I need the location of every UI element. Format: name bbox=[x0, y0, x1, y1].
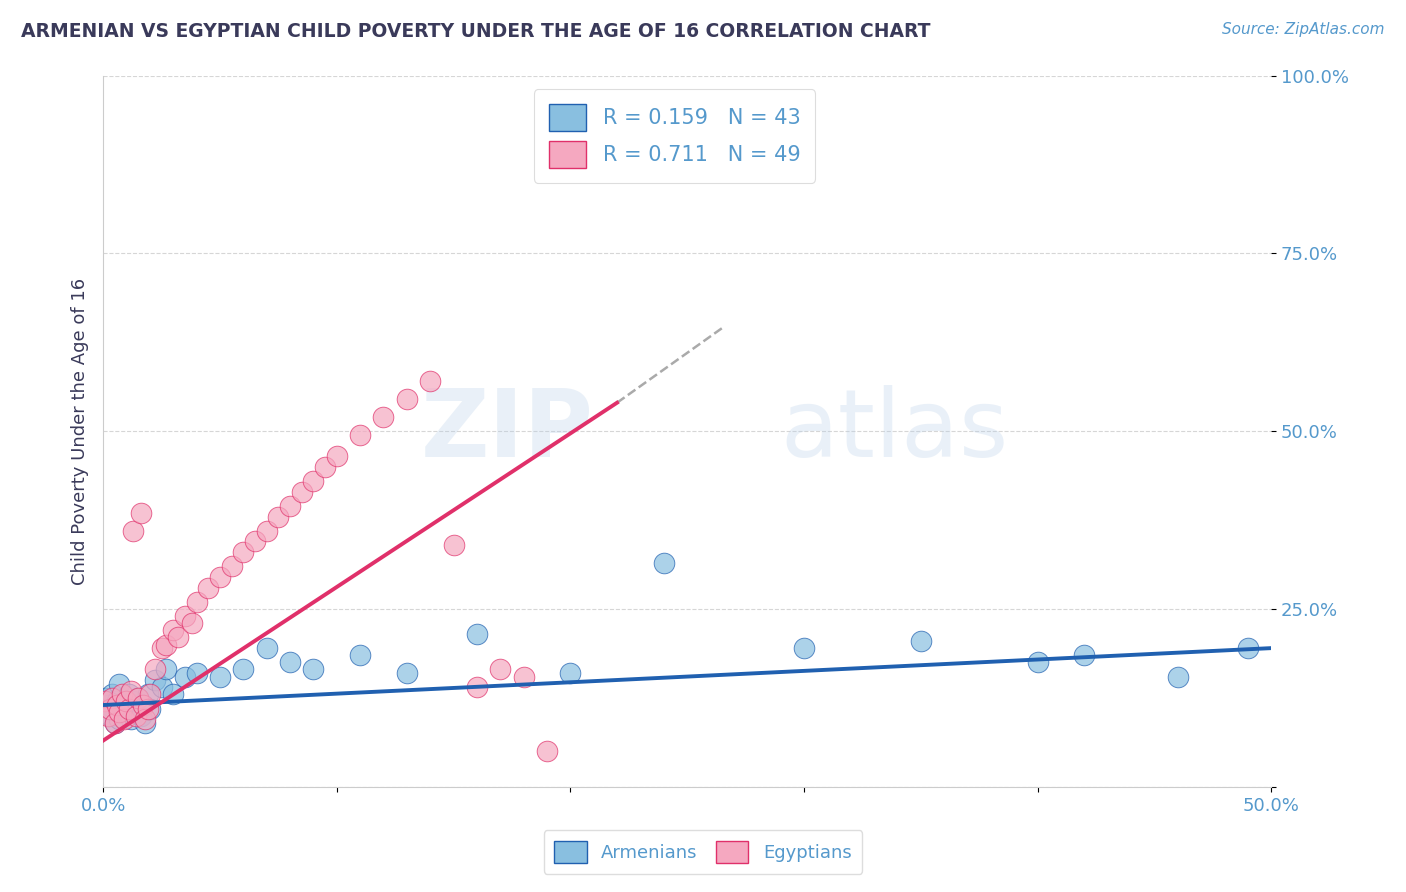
Point bbox=[105, 698, 128, 712]
Point bbox=[136, 687, 159, 701]
Text: ARMENIAN VS EGYPTIAN CHILD POVERTY UNDER THE AGE OF 16 CORRELATION CHART: ARMENIAN VS EGYPTIAN CHILD POVERTY UNDER… bbox=[21, 22, 931, 41]
Point bbox=[108, 705, 131, 719]
Point bbox=[136, 701, 159, 715]
Point bbox=[105, 694, 128, 708]
Point bbox=[256, 524, 278, 538]
Point bbox=[129, 708, 152, 723]
Point bbox=[150, 641, 173, 656]
Point bbox=[120, 712, 142, 726]
Point bbox=[134, 715, 156, 730]
Point bbox=[243, 534, 266, 549]
Point bbox=[97, 698, 120, 712]
Legend: R = 0.159   N = 43, R = 0.711   N = 49: R = 0.159 N = 43, R = 0.711 N = 49 bbox=[534, 89, 815, 183]
Text: ZIP: ZIP bbox=[420, 385, 593, 477]
Point bbox=[143, 663, 166, 677]
Point bbox=[173, 609, 195, 624]
Point bbox=[256, 641, 278, 656]
Point bbox=[1073, 648, 1095, 663]
Point bbox=[127, 690, 149, 705]
Point bbox=[108, 712, 131, 726]
Point bbox=[278, 656, 301, 670]
Point bbox=[108, 676, 131, 690]
Point bbox=[186, 666, 208, 681]
Point bbox=[560, 666, 582, 681]
Point bbox=[112, 712, 135, 726]
Point bbox=[104, 715, 127, 730]
Point bbox=[419, 375, 441, 389]
Point bbox=[134, 712, 156, 726]
Point bbox=[302, 663, 325, 677]
Point bbox=[302, 474, 325, 488]
Point bbox=[127, 690, 149, 705]
Point bbox=[443, 538, 465, 552]
Point bbox=[125, 705, 148, 719]
Point bbox=[118, 701, 141, 715]
Point bbox=[104, 715, 127, 730]
Point bbox=[267, 509, 290, 524]
Point bbox=[155, 638, 177, 652]
Point bbox=[910, 634, 932, 648]
Point bbox=[793, 641, 815, 656]
Point bbox=[132, 698, 155, 712]
Point bbox=[395, 392, 418, 406]
Text: Source: ZipAtlas.com: Source: ZipAtlas.com bbox=[1222, 22, 1385, 37]
Point bbox=[173, 670, 195, 684]
Point bbox=[162, 624, 184, 638]
Point bbox=[118, 687, 141, 701]
Point bbox=[652, 556, 675, 570]
Point bbox=[465, 627, 488, 641]
Point bbox=[291, 484, 314, 499]
Point bbox=[373, 409, 395, 424]
Point bbox=[1236, 641, 1258, 656]
Point bbox=[489, 663, 512, 677]
Point bbox=[180, 616, 202, 631]
Point bbox=[208, 670, 231, 684]
Text: atlas: atlas bbox=[780, 385, 1008, 477]
Point bbox=[278, 499, 301, 513]
Point bbox=[139, 701, 162, 715]
Point bbox=[221, 559, 243, 574]
Point bbox=[349, 648, 371, 663]
Point bbox=[197, 581, 219, 595]
Point bbox=[98, 708, 121, 723]
Point bbox=[167, 631, 190, 645]
Point bbox=[98, 701, 121, 715]
Point bbox=[97, 708, 120, 723]
Point bbox=[111, 687, 134, 701]
Point bbox=[395, 666, 418, 681]
Point bbox=[150, 680, 173, 694]
Point bbox=[94, 690, 117, 705]
Point bbox=[232, 663, 254, 677]
Point bbox=[1026, 656, 1049, 670]
Point bbox=[208, 570, 231, 584]
Y-axis label: Child Poverty Under the Age of 16: Child Poverty Under the Age of 16 bbox=[72, 277, 89, 585]
Point bbox=[155, 663, 177, 677]
Point bbox=[112, 705, 135, 719]
Point bbox=[186, 595, 208, 609]
Point bbox=[465, 680, 488, 694]
Point bbox=[94, 694, 117, 708]
Point bbox=[162, 687, 184, 701]
Point bbox=[115, 694, 138, 708]
Point bbox=[122, 524, 145, 538]
Point bbox=[349, 427, 371, 442]
Point bbox=[101, 690, 124, 705]
Point bbox=[314, 459, 336, 474]
Point bbox=[536, 744, 558, 758]
Point bbox=[232, 545, 254, 559]
Point bbox=[101, 687, 124, 701]
Point bbox=[129, 506, 152, 520]
Point bbox=[325, 449, 347, 463]
Point bbox=[122, 694, 145, 708]
Point bbox=[111, 701, 134, 715]
Point bbox=[1167, 670, 1189, 684]
Point bbox=[512, 670, 534, 684]
Point bbox=[132, 698, 155, 712]
Point bbox=[139, 687, 162, 701]
Point bbox=[143, 673, 166, 687]
Legend: Armenians, Egyptians: Armenians, Egyptians bbox=[544, 830, 862, 874]
Point bbox=[125, 708, 148, 723]
Point bbox=[120, 683, 142, 698]
Point bbox=[115, 698, 138, 712]
